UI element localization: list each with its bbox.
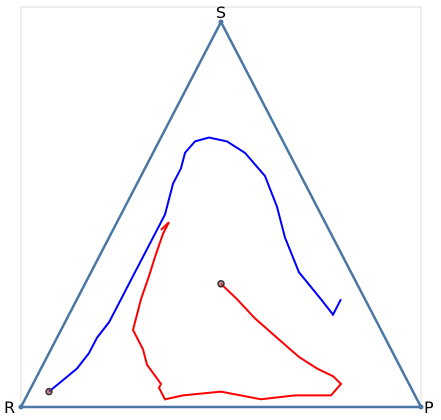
series-line-0: [48, 136, 342, 393]
series-line-1: [131, 221, 343, 401]
simplex-frame: [19, 20, 423, 409]
vertex-dot-0: [218, 19, 224, 25]
vertex-dots: [18, 19, 424, 410]
axes-border: [20, 6, 422, 408]
series-layer: [45, 136, 343, 401]
vertex-dot-2: [418, 404, 424, 410]
vertex-label-r: R: [4, 398, 15, 417]
series-start-marker-1: [217, 280, 225, 288]
vertex-dot-1: [18, 404, 24, 410]
vertex-label-s: S: [216, 3, 226, 22]
series-start-marker-0: [45, 387, 53, 396]
vertex-label-p: P: [424, 398, 434, 417]
